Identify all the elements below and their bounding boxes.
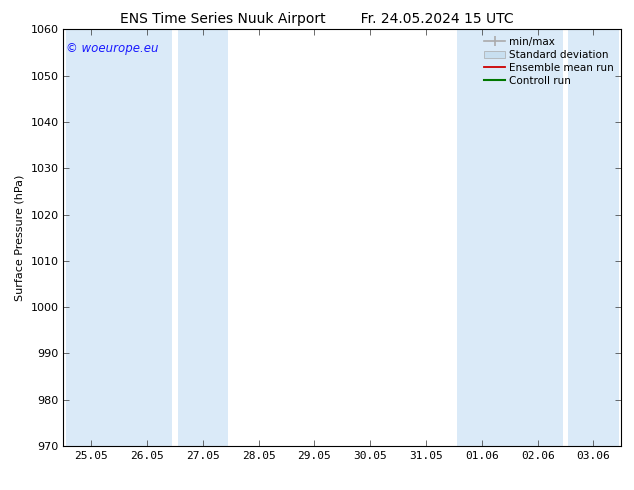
- Bar: [178, 29, 228, 446]
- Text: ENS Time Series Nuuk Airport        Fr. 24.05.2024 15 UTC: ENS Time Series Nuuk Airport Fr. 24.05.2…: [120, 12, 514, 26]
- Bar: [66, 29, 172, 446]
- Text: © woeurope.eu: © woeurope.eu: [66, 42, 158, 55]
- Bar: [456, 29, 563, 446]
- Legend: min/max, Standard deviation, Ensemble mean run, Controll run: min/max, Standard deviation, Ensemble me…: [482, 35, 616, 88]
- Bar: [568, 29, 619, 446]
- Y-axis label: Surface Pressure (hPa): Surface Pressure (hPa): [15, 174, 25, 301]
